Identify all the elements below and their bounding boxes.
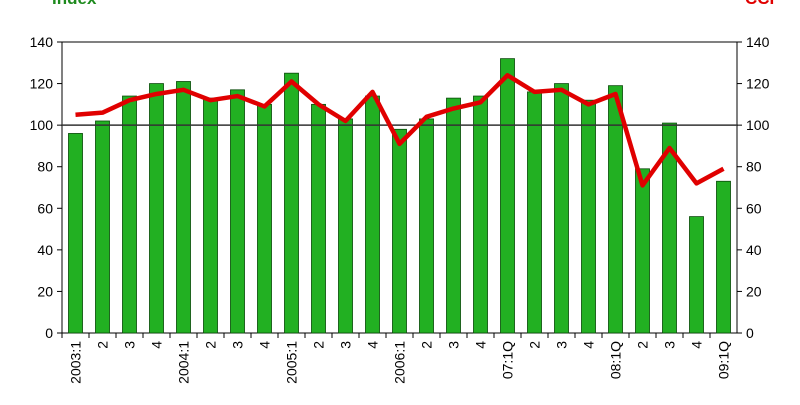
bar — [662, 122, 677, 334]
x-tick-label: 2 — [95, 341, 111, 349]
bar — [365, 95, 380, 334]
y2-tick-label: 0 — [746, 325, 754, 341]
bar — [581, 99, 596, 334]
x-tick-label: 4 — [689, 341, 705, 349]
x-tick-label: 4 — [473, 341, 489, 349]
x-tick-label: 4 — [581, 341, 597, 349]
bar — [392, 128, 407, 334]
x-tick-label: 2004:1 — [176, 341, 192, 384]
bar — [230, 89, 245, 334]
y2-tick-label: 20 — [746, 283, 762, 299]
bar — [203, 97, 218, 334]
x-tick-label: 3 — [338, 341, 354, 349]
x-tick-label: 2 — [527, 341, 543, 349]
y-tick-label: 20 — [37, 283, 53, 299]
y2-tick-label: 40 — [746, 242, 762, 258]
bar — [554, 83, 569, 334]
x-tick-label: 2 — [635, 341, 651, 349]
bar — [446, 97, 461, 334]
x-tick-label: 4 — [149, 341, 165, 349]
y-tick-label: 120 — [30, 76, 54, 92]
x-tick-label: 3 — [554, 341, 570, 349]
right-axis-title: CCI — [745, 0, 774, 8]
bar — [149, 83, 164, 334]
x-tick-label: 2 — [311, 341, 327, 349]
bar — [608, 85, 623, 334]
x-tick-label: 3 — [230, 341, 246, 349]
y-tick-label: 40 — [37, 242, 53, 258]
y2-tick-label: 120 — [746, 76, 770, 92]
y-tick-label: 60 — [37, 200, 53, 216]
bar — [176, 81, 191, 334]
y2-tick-label: 140 — [746, 34, 770, 50]
y-tick-label: 80 — [37, 159, 53, 175]
bar — [284, 72, 299, 334]
x-tick-label: 2 — [203, 341, 219, 349]
x-tick-label: 3 — [446, 341, 462, 349]
bar — [473, 95, 488, 334]
y-tick-label: 100 — [30, 117, 54, 133]
y2-tick-label: 60 — [746, 200, 762, 216]
bar — [716, 180, 731, 334]
bar — [419, 118, 434, 334]
x-tick-label: 2005:1 — [284, 341, 300, 384]
x-tick-label: 09:1Q — [716, 341, 732, 379]
x-tick-label: 08:1Q — [608, 341, 624, 379]
bar — [500, 58, 515, 334]
y-tick-label: 140 — [30, 34, 54, 50]
bar — [122, 95, 137, 334]
bar — [338, 118, 353, 334]
x-tick-label: 2 — [419, 341, 435, 349]
x-tick-label: 4 — [257, 341, 273, 349]
x-tick-label: 2003:1 — [68, 341, 84, 384]
bar — [635, 168, 650, 334]
bar — [689, 216, 704, 334]
bar — [68, 133, 83, 334]
x-tick-label: 3 — [662, 341, 678, 349]
y-tick-label: 0 — [45, 325, 53, 341]
bar — [311, 103, 326, 334]
line — [75, 73, 725, 188]
y2-tick-label: 80 — [746, 159, 762, 175]
bar — [257, 103, 272, 334]
x-tick-label: 2006:1 — [392, 341, 408, 384]
bar — [95, 120, 110, 334]
x-tick-label: 3 — [122, 341, 138, 349]
left-axis-title: Index — [52, 0, 97, 8]
y2-tick-label: 100 — [746, 117, 770, 133]
bar — [527, 91, 542, 334]
x-tick-label: 07:1Q — [500, 341, 516, 379]
x-tick-label: 4 — [365, 341, 381, 349]
